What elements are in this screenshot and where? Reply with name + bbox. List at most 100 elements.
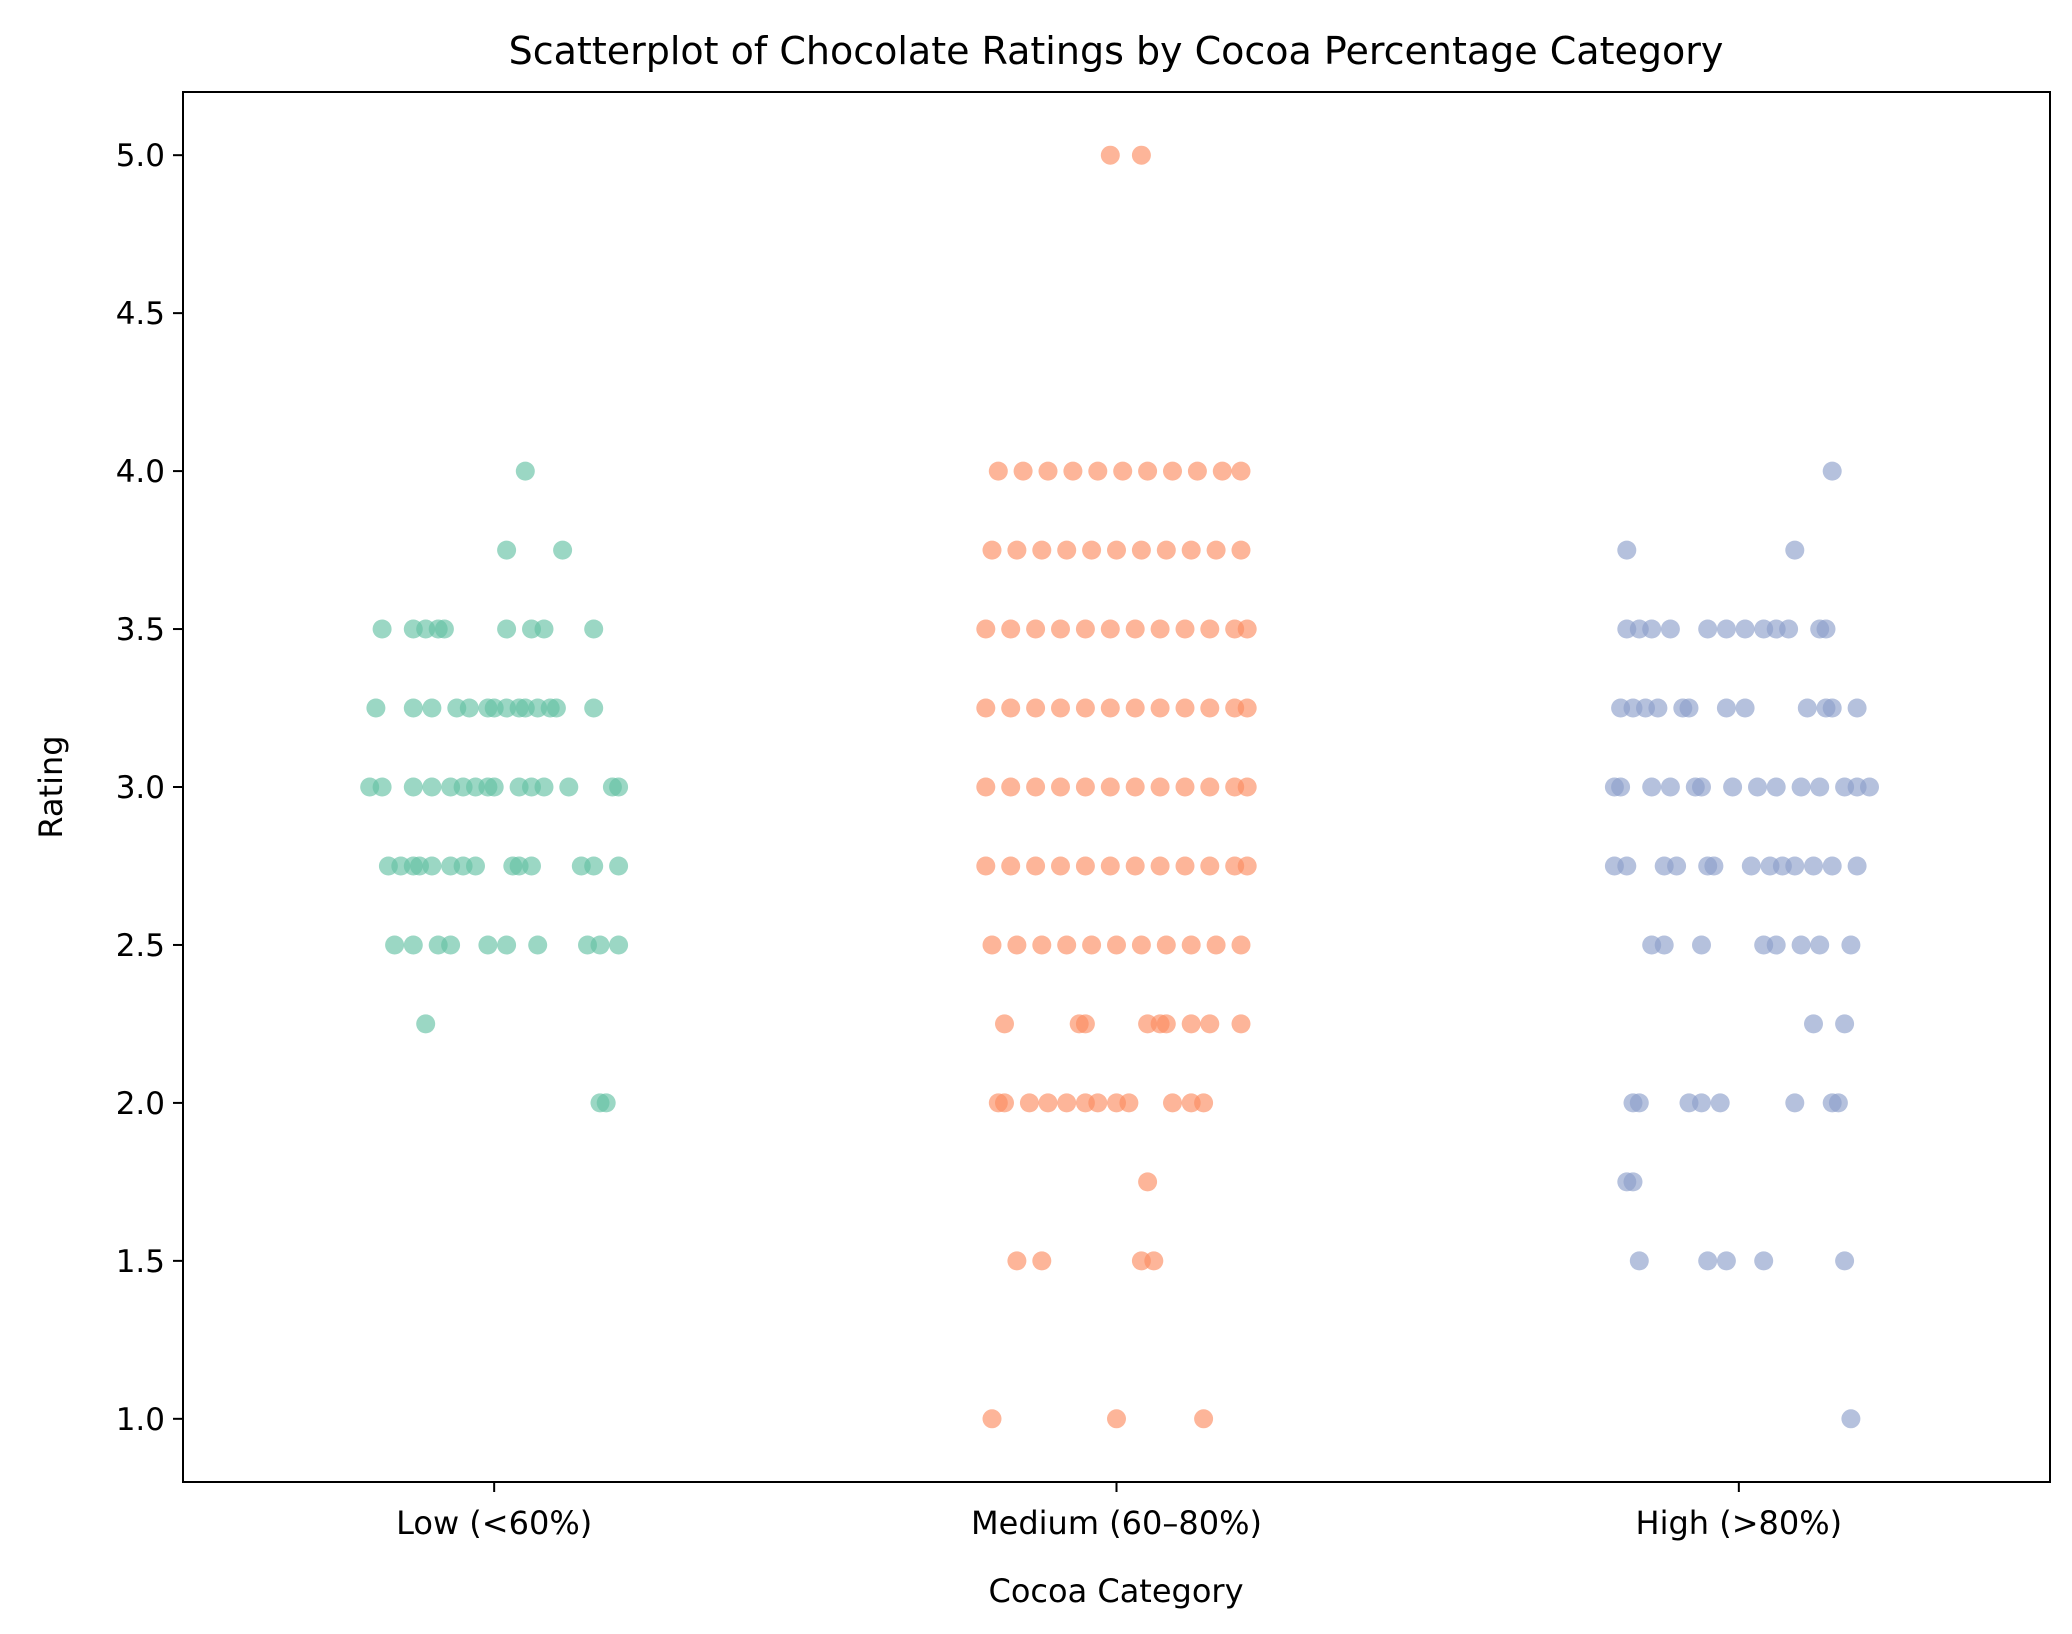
- data-point: [1810, 777, 1830, 797]
- data-point: [534, 777, 554, 797]
- data-point: [1779, 619, 1799, 639]
- data-point: [1231, 461, 1251, 481]
- data-point: [1051, 619, 1070, 639]
- data-point: [372, 777, 392, 797]
- data-point: [366, 698, 386, 718]
- data-point: [1810, 935, 1830, 955]
- data-point: [1200, 1014, 1220, 1034]
- data-point: [1163, 461, 1182, 481]
- data-point: [1667, 856, 1687, 876]
- data-point: [1841, 1409, 1861, 1429]
- data-point: [1026, 619, 1046, 639]
- data-point: [1032, 935, 1052, 955]
- series-1: [976, 145, 1257, 1429]
- y-axis-label: Rating: [32, 735, 70, 838]
- data-point: [1642, 619, 1662, 639]
- data-point: [1001, 856, 1021, 876]
- y-tick-label: 2.0: [116, 1086, 165, 1122]
- data-point: [1026, 856, 1046, 876]
- data-point: [1200, 777, 1220, 797]
- data-point: [1710, 1093, 1730, 1113]
- data-point: [1692, 935, 1711, 955]
- data-point: [1723, 777, 1743, 797]
- data-point: [1237, 777, 1257, 797]
- data-point: [1785, 856, 1805, 876]
- data-point: [1816, 619, 1836, 639]
- data-point: [1629, 1251, 1649, 1271]
- data-point: [478, 935, 498, 955]
- data-point: [1150, 777, 1170, 797]
- data-point: [1088, 1093, 1108, 1113]
- y-tick-label: 4.5: [116, 296, 165, 332]
- data-point: [1187, 461, 1207, 481]
- data-point: [484, 777, 504, 797]
- data-point: [995, 1014, 1014, 1034]
- data-point: [1698, 619, 1718, 639]
- data-point: [1107, 1409, 1126, 1429]
- data-point: [422, 698, 442, 718]
- data-point: [1237, 619, 1257, 639]
- data-point: [1125, 698, 1145, 718]
- data-point: [528, 935, 548, 955]
- data-point: [1735, 619, 1755, 639]
- data-point: [385, 935, 405, 955]
- series-0: [360, 461, 629, 1113]
- data-point: [1835, 1014, 1855, 1034]
- data-point: [422, 856, 442, 876]
- data-point: [1001, 698, 1021, 718]
- data-point: [1013, 461, 1033, 481]
- data-point: [1057, 540, 1077, 560]
- data-point: [1107, 935, 1126, 955]
- data-point: [1019, 1093, 1039, 1113]
- x-tick-label: High (>80%): [1636, 1504, 1843, 1542]
- data-point: [534, 619, 554, 639]
- data-point: [1741, 856, 1761, 876]
- data-point: [403, 935, 423, 955]
- data-point: [982, 540, 1002, 560]
- data-point: [1716, 698, 1736, 718]
- data-point: [1032, 540, 1052, 560]
- chart-title: Scatterplot of Chocolate Ratings by Coco…: [509, 29, 1724, 73]
- data-point: [1125, 777, 1145, 797]
- data-point: [1181, 540, 1201, 560]
- data-point: [584, 619, 604, 639]
- data-point: [1082, 540, 1102, 560]
- data-point: [1804, 856, 1823, 876]
- data-point: [1007, 540, 1027, 560]
- data-point: [584, 698, 604, 718]
- data-point: [1194, 1409, 1214, 1429]
- data-point: [1088, 461, 1108, 481]
- data-point: [1138, 1172, 1158, 1192]
- data-point: [1181, 1014, 1201, 1034]
- data-point: [1175, 698, 1195, 718]
- data-point: [1125, 856, 1145, 876]
- data-point: [1841, 935, 1861, 955]
- data-point: [976, 619, 996, 639]
- data-point: [1200, 619, 1220, 639]
- data-point: [1051, 777, 1070, 797]
- data-point: [1648, 698, 1668, 718]
- data-point: [1716, 619, 1736, 639]
- data-point: [1100, 777, 1120, 797]
- data-point: [1679, 698, 1699, 718]
- y-tick-label: 1.0: [116, 1402, 165, 1438]
- y-tick-label: 5.0: [116, 138, 165, 174]
- data-point: [1704, 856, 1724, 876]
- data-point: [1100, 856, 1120, 876]
- data-point: [1057, 1093, 1077, 1113]
- data-point: [416, 1014, 436, 1034]
- data-point: [546, 698, 566, 718]
- data-point: [459, 698, 479, 718]
- data-point: [1082, 935, 1102, 955]
- data-point: [1150, 698, 1170, 718]
- data-point: [1642, 777, 1662, 797]
- data-point: [1766, 777, 1786, 797]
- data-point: [1212, 461, 1232, 481]
- data-point: [1175, 777, 1195, 797]
- x-axis: Low (<60%) Medium (60–80%) High (>80%): [396, 1482, 1842, 1542]
- data-point: [1075, 698, 1095, 718]
- data-point: [590, 935, 610, 955]
- data-point: [1144, 1251, 1164, 1271]
- data-point: [1791, 935, 1811, 955]
- data-point: [1075, 856, 1095, 876]
